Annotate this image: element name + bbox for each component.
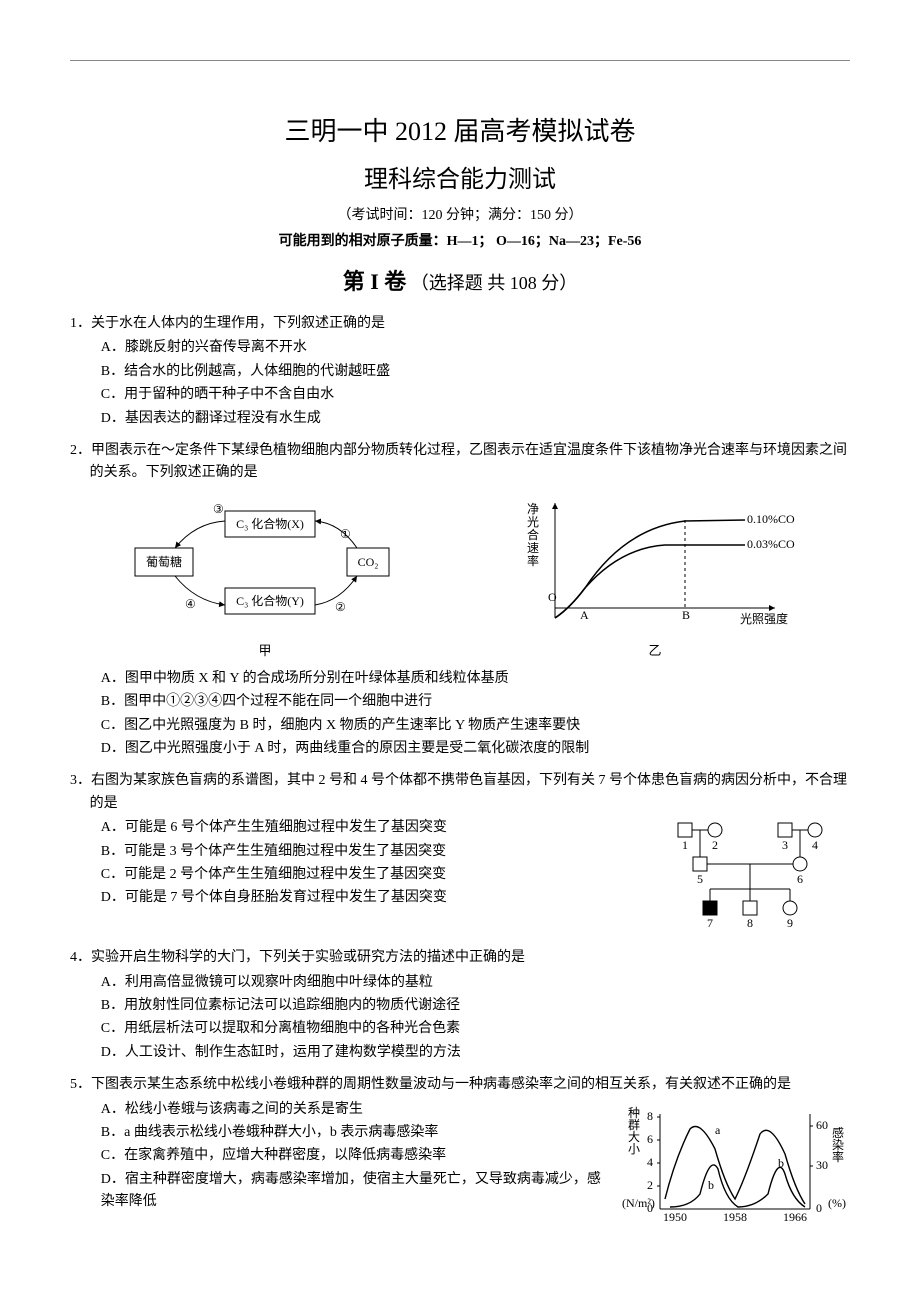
svg-text:b: b (708, 1178, 714, 1192)
x-label: C₃ 化合物(X) (236, 516, 304, 531)
q3-opt-d: D．可能是 7 号个体自身胚胎发育过程中发生了基因突变 (101, 887, 650, 909)
q5-opt-a: A．松线小卷蛾与该病毒之间的关系是寄生 (101, 1099, 612, 1121)
num2: ② (335, 600, 346, 614)
svg-text:3: 3 (782, 838, 788, 852)
svg-text:2: 2 (712, 838, 718, 852)
svg-text:6: 6 (647, 1132, 653, 1146)
q1-opt-d: D．基因表达的翻译过程没有水生成 (101, 408, 850, 430)
svg-text:6: 6 (797, 872, 803, 886)
svg-text:7: 7 (707, 916, 713, 930)
q2-yi-svg: 净光合速率 光照强度 O A B 0.10%CO₂ 0.03%CO₂ (515, 493, 795, 633)
q2-options: A．图甲中物质 X 和 Y 的合成场所分别在叶绿体基质和线粒体基质 B．图甲中①… (70, 668, 850, 761)
svg-text:8: 8 (647, 1109, 653, 1123)
section-header: 第 I 卷 （选择题 共 108 分） (70, 264, 850, 299)
svg-text:9: 9 (787, 916, 793, 930)
q2-jia-svg: 葡萄糖 C₃ 化合物(X) C₃ 化合物(Y) CO₂ ③ ④ ① ② (125, 493, 405, 633)
svg-text:2: 2 (647, 1178, 653, 1192)
title-sub: 理科综合能力测试 (70, 161, 850, 199)
yi-c1: 0.10%CO₂ (747, 512, 795, 526)
q3-pedigree: 1 2 3 4 5 6 7 8 9 (660, 817, 850, 937)
num1: ① (340, 527, 351, 541)
yi-B: B (682, 608, 690, 622)
q3-opt-b: B．可能是 3 号个体产生生殖细胞过程中发生了基因突变 (101, 841, 650, 863)
q4-opt-d: D．人工设计、制作生态缸时，运用了建构数学模型的方法 (101, 1042, 850, 1064)
q5-opt-d: D．宿主种群密度增大，病毒感染率增加，使宿主大量死亡，又导致病毒减少，感染率降低 (101, 1169, 612, 1214)
svg-text:4: 4 (647, 1155, 653, 1169)
svg-text:(N/m²): (N/m²) (622, 1196, 655, 1210)
meta-atomic: 可能用到的相对原子质量：H—1； O—16；Na—23；Fe-56 (70, 231, 850, 253)
yi-xlabel: 光照强度 (740, 611, 788, 626)
q1-opt-c: C．用于留种的晒干种子中不含自由水 (101, 384, 850, 406)
svg-text:60: 60 (816, 1118, 828, 1132)
q1-options: A．膝跳反射的兴奋传导离不开水 B．结合水的比例越高，人体细胞的代谢越旺盛 C．… (70, 337, 850, 430)
yi-O: O (548, 590, 557, 604)
q1-stem: 1．关于水在人体内的生理作用，下列叙述正确的是 (70, 313, 850, 335)
top-rule (70, 60, 850, 61)
q2-fig-yi: 净光合速率 光照强度 O A B 0.10%CO₂ 0.03%CO₂ 乙 (515, 493, 795, 662)
q4-opt-a: A．利用高倍显微镜可以观察叶肉细胞中叶绿体的基粒 (101, 972, 850, 994)
yi-A: A (580, 608, 589, 622)
svg-text:1950: 1950 (663, 1210, 687, 1224)
q5-opt-c: C．在家禽养殖中，应增大种群密度，以降低病毒感染率 (101, 1145, 612, 1167)
q3-opt-c: C．可能是 2 号个体产生生殖细胞过程中发生了基因突变 (101, 864, 650, 886)
question-3: 3．右图为某家族色盲病的系谱图，其中 2 号和 4 号个体都不携带色盲基因，下列… (70, 770, 850, 937)
co2-label: CO₂ (358, 555, 379, 569)
svg-text:1966: 1966 (783, 1210, 807, 1224)
q2-jia-cap: 甲 (125, 641, 405, 662)
section-rest: （选择题 共 108 分） (411, 273, 578, 293)
svg-text:a: a (715, 1123, 721, 1137)
q1-opt-b: B．结合水的比例越高，人体细胞的代谢越旺盛 (101, 361, 850, 383)
q5-options: A．松线小卷蛾与该病毒之间的关系是寄生 B．a 曲线表示松线小卷蛾种群大小，b … (70, 1099, 612, 1214)
svg-text:8: 8 (747, 916, 753, 930)
num3: ③ (213, 502, 224, 516)
q5-stem: 5．下图表示某生态系统中松线小卷蛾种群的周期性数量波动与一种病毒感染率之间的相互… (70, 1074, 850, 1096)
yi-ylabel: 净光合速率 (527, 502, 539, 568)
q4-stem: 4．实验开启生物科学的大门，下列关于实验或研究方法的描述中正确的是 (70, 947, 850, 969)
question-4: 4．实验开启生物科学的大门，下列关于实验或研究方法的描述中正确的是 A．利用高倍… (70, 947, 850, 1064)
q2-opt-b: B．图甲中①②③④四个过程不能在同一个细胞中进行 (101, 691, 850, 713)
svg-text:5: 5 (697, 872, 703, 886)
q4-opt-c: C．用纸层析法可以提取和分离植物细胞中的各种光合色素 (101, 1018, 850, 1040)
q2-yi-cap: 乙 (515, 641, 795, 662)
svg-text:1958: 1958 (723, 1210, 747, 1224)
yi-c2: 0.03%CO₂ (747, 537, 795, 551)
q2-opt-d: D．图乙中光照强度小于 A 时，两曲线重合的原因主要是受二氧化碳浓度的限制 (101, 738, 850, 760)
glucose-label: 葡萄糖 (146, 554, 182, 569)
question-2: 2．甲图表示在～定条件下某绿色植物细胞内部分物质转化过程，乙图表示在适宜温度条件… (70, 440, 850, 761)
q1-opt-a: A．膝跳反射的兴奋传导离不开水 (101, 337, 850, 359)
q4-options: A．利用高倍显微镜可以观察叶肉细胞中叶绿体的基粒 B．用放射性同位素标记法可以追… (70, 972, 850, 1065)
svg-text:1: 1 (682, 838, 688, 852)
title-main: 三明一中 2012 届高考模拟试卷 (70, 111, 850, 153)
question-5: 5．下图表示某生态系统中松线小卷蛾种群的周期性数量波动与一种病毒感染率之间的相互… (70, 1074, 850, 1228)
q2-figures: 葡萄糖 C₃ 化合物(X) C₃ 化合物(Y) CO₂ ③ ④ ① ② 甲 (70, 493, 850, 662)
q2-opt-a: A．图甲中物质 X 和 Y 的合成场所分别在叶绿体基质和线粒体基质 (101, 668, 850, 690)
num4: ④ (185, 597, 196, 611)
q5-yleft-label: 种群大小 (628, 1106, 640, 1156)
q4-opt-b: B．用放射性同位素标记法可以追踪细胞内的物质代谢途径 (101, 995, 850, 1017)
q3-options: A．可能是 6 号个体产生生殖细胞过程中发生了基因突变 B．可能是 3 号个体产… (70, 817, 650, 910)
svg-text:4: 4 (812, 838, 818, 852)
y-label: C₃ 化合物(Y) (236, 593, 304, 608)
q2-opt-c: C．图乙中光照强度为 B 时，细胞内 X 物质的产生速率比 Y 物质产生速率要快 (101, 715, 850, 737)
section-big: 第 I 卷 (343, 269, 407, 294)
q5-chart: 0 2 4 6 8 0 30 60 1950 1958 1966 种群大小 (N… (620, 1099, 850, 1229)
q2-fig-jia: 葡萄糖 C₃ 化合物(X) C₃ 化合物(Y) CO₂ ③ ④ ① ② 甲 (125, 493, 405, 662)
q2-stem: 2．甲图表示在～定条件下某绿色植物细胞内部分物质转化过程，乙图表示在适宜温度条件… (70, 440, 850, 485)
meta-time: （考试时间：120 分钟；满分：150 分） (70, 205, 850, 227)
svg-text:(%): (%) (828, 1196, 846, 1210)
svg-text:0: 0 (816, 1201, 822, 1215)
question-1: 1．关于水在人体内的生理作用，下列叙述正确的是 A．膝跳反射的兴奋传导离不开水 … (70, 313, 850, 430)
q5-yright-label: 感染率 (832, 1125, 844, 1164)
q5-opt-b: B．a 曲线表示松线小卷蛾种群大小，b 表示病毒感染率 (101, 1122, 612, 1144)
q5-b2-label: b (778, 1156, 784, 1170)
q3-stem: 3．右图为某家族色盲病的系谱图，其中 2 号和 4 号个体都不携带色盲基因，下列… (70, 770, 850, 815)
svg-text:30: 30 (816, 1158, 828, 1172)
q3-opt-a: A．可能是 6 号个体产生生殖细胞过程中发生了基因突变 (101, 817, 650, 839)
